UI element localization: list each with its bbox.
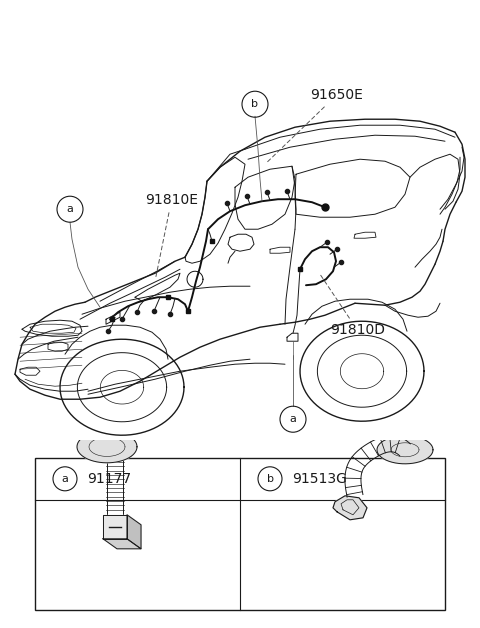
- Polygon shape: [127, 515, 141, 549]
- Bar: [35, 458, 445, 610]
- Polygon shape: [103, 539, 141, 549]
- Text: a: a: [67, 204, 73, 214]
- Text: b: b: [266, 474, 274, 484]
- Text: a: a: [289, 414, 297, 425]
- Text: 91177: 91177: [87, 472, 131, 486]
- Polygon shape: [77, 431, 137, 463]
- Text: b: b: [252, 99, 259, 109]
- Text: a: a: [61, 474, 69, 484]
- Text: 91810E: 91810E: [145, 193, 198, 278]
- Polygon shape: [377, 436, 433, 464]
- Text: 91810D: 91810D: [320, 274, 385, 337]
- Polygon shape: [103, 515, 127, 539]
- Polygon shape: [333, 495, 367, 520]
- Text: 91513G: 91513G: [292, 472, 347, 486]
- Text: 91650E: 91650E: [267, 88, 363, 162]
